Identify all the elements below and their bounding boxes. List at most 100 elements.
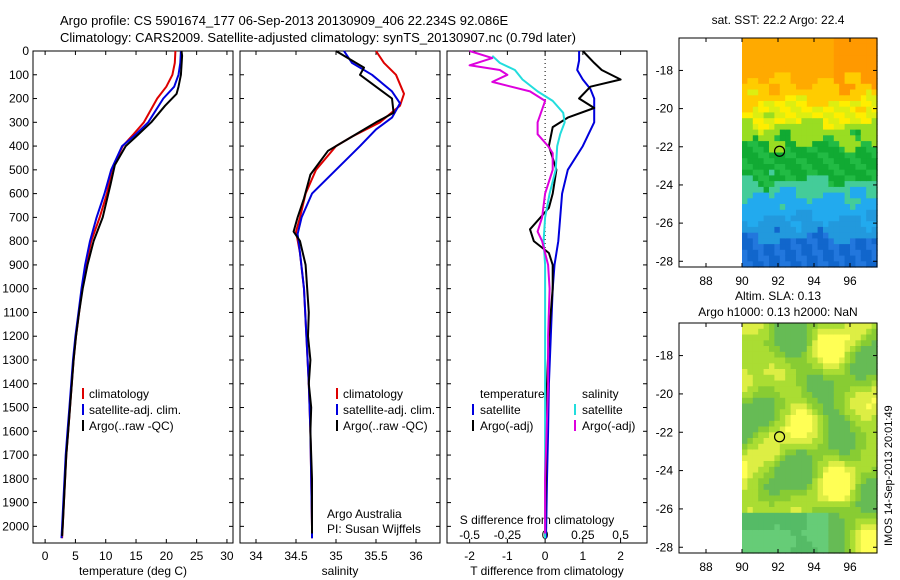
map-cell xyxy=(844,461,851,468)
map-cell xyxy=(774,95,781,102)
map-cell xyxy=(871,249,878,257)
map-cell xyxy=(796,38,802,45)
map-cell xyxy=(812,524,819,531)
map-cell xyxy=(844,397,851,405)
map-cell xyxy=(855,472,862,479)
map-cell xyxy=(833,78,840,85)
map-cell xyxy=(806,49,813,56)
map-cell xyxy=(866,397,873,405)
map-cell xyxy=(747,181,754,188)
map-cell xyxy=(752,530,759,537)
map-cell xyxy=(769,249,775,257)
map-cell xyxy=(817,443,824,451)
map-cell xyxy=(812,340,819,347)
map-cell xyxy=(850,215,856,222)
sst-map-x-tick-label: 90 xyxy=(735,274,749,288)
map-cell xyxy=(758,351,765,359)
map-cell xyxy=(839,443,846,451)
map-cell xyxy=(839,221,846,228)
map-cell xyxy=(828,432,835,439)
map-cell xyxy=(790,466,797,474)
timestamp-stamp: IMOS 14-Sep-2013 20:01:49 xyxy=(883,405,895,546)
map-cell xyxy=(790,221,797,228)
map-cell xyxy=(828,112,835,119)
map-cell xyxy=(866,461,873,468)
map-cell xyxy=(774,89,781,96)
map-cell xyxy=(866,501,873,508)
map-cell xyxy=(742,78,748,85)
map-cell xyxy=(763,489,770,497)
map-cell xyxy=(839,409,846,416)
map-cell xyxy=(833,351,840,359)
map-cell xyxy=(758,83,765,91)
map-cell xyxy=(855,541,862,548)
map-cell xyxy=(860,455,867,462)
map-cell xyxy=(758,112,765,119)
map-cell xyxy=(866,466,873,474)
sst-map-y-tick-label: -26 xyxy=(656,216,674,230)
map-cell xyxy=(806,530,813,537)
map-cell xyxy=(742,43,748,50)
map-cell xyxy=(752,512,759,520)
map-cell xyxy=(801,152,808,159)
map-cell xyxy=(742,535,748,543)
map-cell xyxy=(823,135,829,142)
map-cell xyxy=(752,158,759,165)
map-cell xyxy=(812,72,819,79)
map-cell xyxy=(833,43,840,50)
map-cell xyxy=(763,78,770,85)
map-cell xyxy=(817,328,824,336)
map-cell xyxy=(860,101,867,108)
map-cell xyxy=(860,449,867,456)
map-cell xyxy=(855,547,862,554)
map-cell xyxy=(828,186,835,194)
map-cell xyxy=(779,524,786,531)
map-cell xyxy=(763,426,770,433)
map-cell xyxy=(812,369,819,376)
map-cell xyxy=(785,261,792,268)
map-cell xyxy=(871,392,878,399)
map-cell xyxy=(742,169,748,176)
map-cell xyxy=(758,501,765,508)
map-cell xyxy=(823,101,829,108)
map-cell xyxy=(850,374,856,382)
map-cell xyxy=(758,455,765,462)
map-cell xyxy=(860,466,867,474)
map-cell xyxy=(828,328,835,336)
map-cell xyxy=(871,255,878,262)
map-cell xyxy=(763,158,770,165)
map-cell xyxy=(866,66,873,73)
map-cell xyxy=(871,386,878,393)
map-cell xyxy=(871,164,878,171)
map-cell xyxy=(796,186,802,194)
map-cell xyxy=(747,135,754,142)
map-cell xyxy=(850,346,856,353)
map-cell xyxy=(823,164,829,171)
map-cell xyxy=(796,164,802,171)
map-cell xyxy=(812,374,819,382)
map-cell xyxy=(806,238,813,245)
map-cell xyxy=(758,426,765,433)
map-cell xyxy=(860,192,867,199)
map-cell xyxy=(806,83,813,91)
map-cell xyxy=(763,432,770,439)
map-cell xyxy=(850,507,856,514)
map-cell xyxy=(769,255,775,262)
map-cell xyxy=(855,484,862,491)
map-cell xyxy=(769,112,775,119)
map-cell xyxy=(785,55,792,62)
map-cell xyxy=(844,530,851,537)
map-cell xyxy=(779,83,786,91)
sla-map-y-tick-label: -18 xyxy=(656,349,674,363)
map-cell xyxy=(796,323,802,330)
map-cell xyxy=(812,438,819,445)
map-cell xyxy=(817,323,824,330)
map-cell xyxy=(860,221,867,228)
map-cell xyxy=(817,226,824,234)
map-cell xyxy=(747,66,754,73)
map-cell xyxy=(833,175,840,182)
map-cell xyxy=(871,38,878,45)
map-cell xyxy=(769,55,775,62)
map-cell xyxy=(785,175,792,182)
map-cell xyxy=(758,261,765,268)
